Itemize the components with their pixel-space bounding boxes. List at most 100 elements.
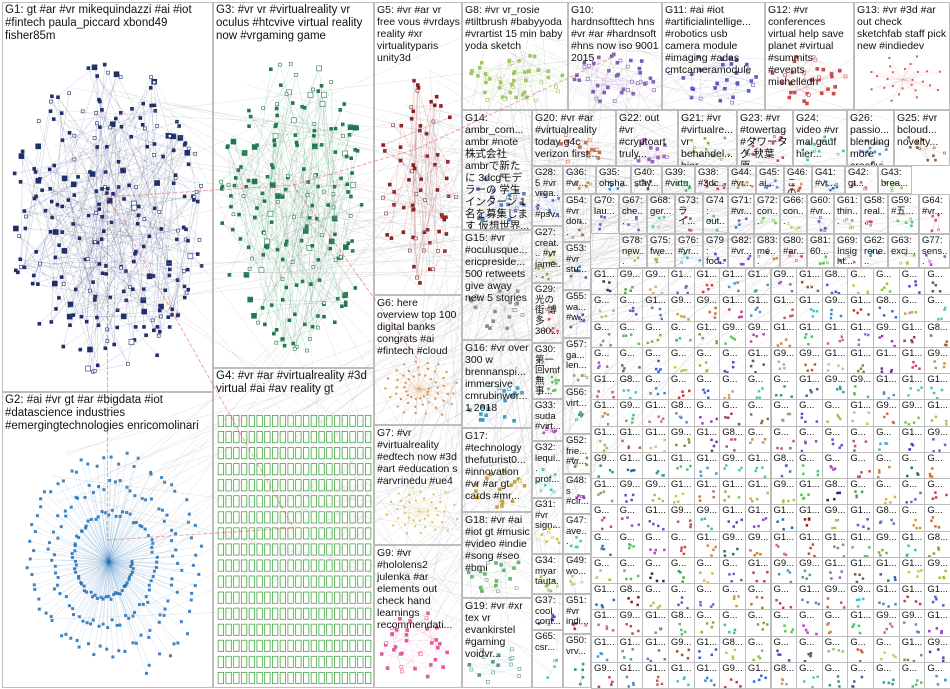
mini-group-box[interactable]: G...: [617, 504, 644, 531]
mini-group-box[interactable]: G1...: [745, 478, 772, 505]
mini-group-box[interactable]: G...: [719, 373, 746, 400]
mini-group-box[interactable]: G...: [924, 452, 950, 479]
group-box-g67[interactable]: G67: che...: [619, 194, 647, 234]
mini-group-box[interactable]: G...: [771, 373, 798, 400]
group-box-g63[interactable]: G63: exci...: [888, 234, 919, 268]
mini-group-box[interactable]: G...: [847, 478, 874, 505]
mini-group-box[interactable]: G1...: [873, 347, 900, 374]
group-box-g52[interactable]: G52: frie... #vr...: [563, 434, 591, 474]
group-box-g31[interactable]: G31: #vr sign...: [532, 498, 563, 554]
group-box-g2[interactable]: G2: #ai #vr gt #ar #bigdata #iot #datasc…: [2, 392, 213, 688]
mini-group-box[interactable]: G8...: [617, 583, 644, 610]
mini-group-box[interactable]: G1...: [719, 478, 746, 505]
mini-group-box[interactable]: G1...: [591, 583, 618, 610]
mini-group-box[interactable]: G...: [617, 321, 644, 348]
mini-group-box[interactable]: G1...: [847, 347, 874, 374]
mini-group-box[interactable]: G1...: [899, 321, 926, 348]
mini-group-box[interactable]: G9...: [668, 504, 695, 531]
mini-group-box[interactable]: G1...: [822, 347, 849, 374]
mini-group-box[interactable]: G1...: [847, 557, 874, 584]
mini-group-box[interactable]: G9...: [642, 268, 669, 295]
mini-group-box[interactable]: G1...: [873, 557, 900, 584]
mini-group-box[interactable]: G9...: [719, 452, 746, 479]
mini-group-box[interactable]: G9...: [771, 478, 798, 505]
mini-group-box[interactable]: G9...: [847, 373, 874, 400]
mini-group-box[interactable]: G1...: [745, 452, 772, 479]
mini-group-box[interactable]: G1...: [771, 504, 798, 531]
group-box-g71[interactable]: G71: #vr...: [728, 194, 754, 234]
group-box-g56[interactable]: G56: virt...: [563, 386, 591, 434]
mini-group-box[interactable]: G1...: [668, 452, 695, 479]
mini-group-box[interactable]: G1...: [642, 399, 669, 426]
group-box-g18[interactable]: G18: #vr #ai #iot gt #music #video #indi…: [462, 512, 532, 598]
mini-group-box[interactable]: G...: [745, 583, 772, 610]
group-box-g3[interactable]: G3: #vr vr #virtualreality vr oculus #ht…: [213, 2, 374, 368]
group-box-g81[interactable]: G81: 60...: [807, 234, 834, 268]
mini-group-box[interactable]: G1...: [822, 321, 849, 348]
mini-group-box[interactable]: G...: [899, 294, 926, 321]
group-box-g61[interactable]: G61: thin...: [834, 194, 861, 234]
mini-group-box[interactable]: G...: [822, 426, 849, 453]
mini-group-box[interactable]: G...: [694, 373, 721, 400]
group-box-g21[interactable]: G21: #vr #virtualre... vr behandel... hi…: [678, 110, 737, 166]
group-box-g82[interactable]: G82: #vr...: [728, 234, 754, 268]
group-box-g14[interactable]: G14: ambr_com... ambr #note 株式会社 ambrで新た…: [462, 110, 532, 230]
mini-group-box[interactable]: G9...: [617, 478, 644, 505]
mini-group-box[interactable]: G1...: [591, 426, 618, 453]
mini-group-box[interactable]: G8...: [822, 478, 849, 505]
mini-group-box[interactable]: G1...: [796, 268, 823, 295]
mini-group-box[interactable]: G1...: [668, 268, 695, 295]
mini-group-box[interactable]: G...: [873, 268, 900, 295]
group-box-g55[interactable]: G55: wa... #w...: [563, 290, 591, 338]
mini-group-box[interactable]: G1...: [899, 531, 926, 558]
mini-group-box[interactable]: G9...: [642, 478, 669, 505]
group-box-g23[interactable]: G23: #vr #towertag #タワータグ 秋葉原...: [737, 110, 793, 166]
mini-group-box[interactable]: G9...: [822, 294, 849, 321]
mini-group-box[interactable]: G1...: [745, 504, 772, 531]
group-box-g10[interactable]: G10: hardnsofttech hns #vr #ar #hardnsof…: [568, 2, 662, 110]
mini-group-box[interactable]: G...: [668, 583, 695, 610]
mini-group-box[interactable]: G1...: [694, 268, 721, 295]
mini-group-box[interactable]: G...: [642, 531, 669, 558]
mini-group-box[interactable]: G...: [924, 478, 950, 505]
mini-group-box[interactable]: G9...: [771, 268, 798, 295]
mini-group-box[interactable]: G...: [591, 321, 618, 348]
group-box-g15[interactable]: G15: #vr #oculusque... ericpreside... 50…: [462, 230, 532, 340]
mini-group-box[interactable]: G...: [642, 583, 669, 610]
group-box-g74[interactable]: G74: out...: [703, 194, 728, 234]
group-box-g38[interactable]: G38: #3dc...: [695, 166, 728, 194]
mini-group-box[interactable]: G1...: [924, 583, 950, 610]
mini-group-box[interactable]: G...: [899, 504, 926, 531]
mini-group-box[interactable]: G...: [591, 294, 618, 321]
mini-group-box[interactable]: G...: [642, 557, 669, 584]
group-box-g40[interactable]: G40: stay...: [631, 166, 662, 194]
mini-group-box[interactable]: G1...: [694, 452, 721, 479]
mini-group-box[interactable]: G9...: [822, 373, 849, 400]
group-box-g46[interactable]: G46: この...: [784, 166, 812, 194]
group-box-g9[interactable]: G9: #vr #hololens2 julenka #ar elements …: [374, 545, 462, 688]
mini-group-box[interactable]: G...: [694, 399, 721, 426]
group-box-g17[interactable]: G17: #technology thefuturist0... #innova…: [462, 428, 532, 512]
group-box-g36[interactable]: G36: #vr...: [563, 166, 596, 194]
mini-group-box[interactable]: G...: [719, 583, 746, 610]
mini-group-box[interactable]: G...: [745, 399, 772, 426]
group-box-g50[interactable]: G50: vrv...: [563, 634, 591, 688]
group-box-g64[interactable]: G64: #vr...: [919, 194, 950, 234]
group-box-g16[interactable]: G16: #vr over 300 w brennanspi... immers…: [462, 340, 532, 428]
mini-group-box[interactable]: G...: [591, 557, 618, 584]
mini-group-box[interactable]: G...: [822, 452, 849, 479]
mini-group-box[interactable]: G8...: [822, 268, 849, 295]
mini-group-box[interactable]: G...: [642, 347, 669, 374]
mini-group-box[interactable]: G...: [668, 321, 695, 348]
mini-group-box[interactable]: G9...: [694, 504, 721, 531]
mini-group-box[interactable]: G9...: [796, 347, 823, 374]
mini-group-box[interactable]: G1...: [668, 478, 695, 505]
mini-group-box[interactable]: G1...: [924, 399, 950, 426]
mini-group-box[interactable]: G...: [924, 294, 950, 321]
mini-group-box[interactable]: G...: [719, 347, 746, 374]
mini-group-box[interactable]: G...: [796, 426, 823, 453]
mini-group-box[interactable]: G...: [668, 373, 695, 400]
mini-group-box[interactable]: G...: [899, 268, 926, 295]
group-box-g75[interactable]: G75: fwe...: [647, 234, 675, 268]
mini-group-box[interactable]: G...: [924, 268, 950, 295]
